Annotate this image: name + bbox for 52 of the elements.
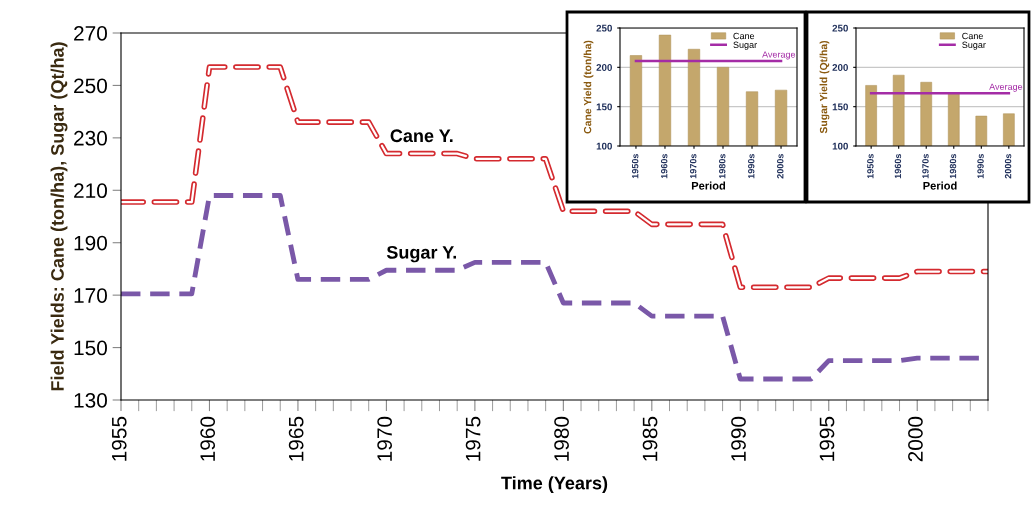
y-tick-label: 230 xyxy=(74,130,107,146)
y-axis-title: Cane Yield (ton/ha) xyxy=(583,40,594,134)
x-tick-label: 2000s xyxy=(777,154,784,179)
x-tick-label: 1990s xyxy=(748,154,755,179)
x-tick-label: 1990 xyxy=(731,416,746,461)
x-tick-label: 1980s xyxy=(949,154,957,179)
y-tick-label: 190 xyxy=(74,235,107,251)
x-tick-label: 1995 xyxy=(819,416,835,461)
x-tick-label: 1970s xyxy=(690,154,697,179)
y-tick-label: 150 xyxy=(596,103,612,111)
x-tick-label: 1965 xyxy=(288,416,304,461)
x-tick-label: 1980 xyxy=(554,416,569,461)
x-tick-label: 1950s xyxy=(631,154,639,179)
y-tick-label: 200 xyxy=(596,64,612,71)
y-tick-label: 250 xyxy=(596,24,612,32)
y-tick-label: 210 xyxy=(74,183,107,199)
x-tick-label: 1960s xyxy=(894,154,902,179)
x-tick-label: 1990s xyxy=(977,154,984,179)
x-axis-title: Period xyxy=(691,181,726,190)
y-tick-label: 200 xyxy=(832,64,848,71)
y-tick-label: 250 xyxy=(832,24,848,32)
x-tick-label: 1950s xyxy=(867,154,874,179)
y-tick-label: 250 xyxy=(74,78,107,94)
y-tick-label: 100 xyxy=(596,142,612,150)
series-label: Sugar Y. xyxy=(386,245,457,263)
x-tick-label: 1970s xyxy=(922,154,929,179)
x-tick-label: 1975 xyxy=(465,416,481,461)
x-tick-label: 1960s xyxy=(661,154,668,179)
legend-label: Cane xyxy=(962,32,983,40)
y-tick-label: 270 xyxy=(74,26,107,41)
x-tick-label: 1980s xyxy=(719,154,726,179)
y-axis-title: Field Yields: Cane (ton/ha), Sugar (Qt/ha) xyxy=(50,42,68,391)
y-tick-label: 150 xyxy=(832,103,848,111)
y-tick-label: 100 xyxy=(832,142,848,150)
annotation: Average xyxy=(762,51,796,60)
x-tick-label: 2000s xyxy=(1004,154,1012,179)
y-tick-label: 170 xyxy=(74,288,107,303)
annotation: Average xyxy=(989,83,1023,92)
x-tick-label: 2000 xyxy=(908,416,923,462)
x-axis-title: Time (Years) xyxy=(501,476,608,494)
x-tick-label: 1955 xyxy=(111,416,127,461)
legend-label: Sugar xyxy=(962,41,986,50)
legend-label: Sugar xyxy=(733,41,757,50)
legend-label: Cane xyxy=(733,32,755,40)
x-tick-label: 1960 xyxy=(200,416,216,461)
y-tick-label: 150 xyxy=(74,340,107,356)
y-tick-label: 130 xyxy=(74,393,107,408)
y-axis-title: Sugar Yield (Qt/ha) xyxy=(819,40,830,134)
series-label: Cane Y. xyxy=(390,129,453,143)
x-tick-label: 1985 xyxy=(642,416,658,461)
x-tick-label: 1970 xyxy=(377,416,392,461)
x-axis-title: Period xyxy=(923,181,957,190)
